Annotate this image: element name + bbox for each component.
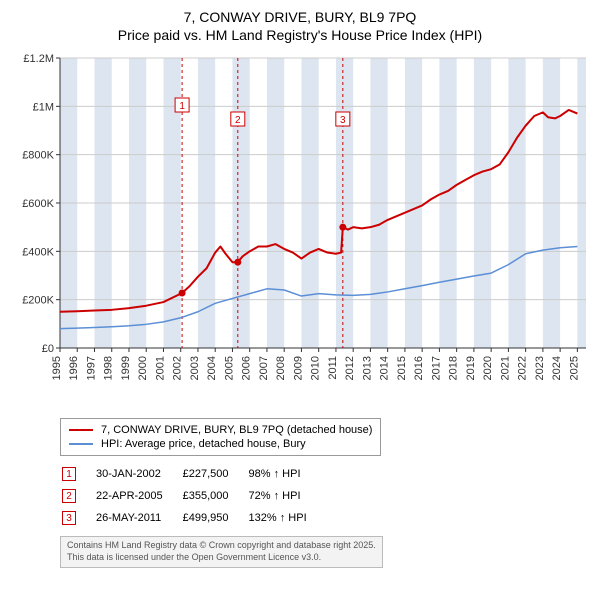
x-tick-label: 2008 — [275, 356, 287, 380]
x-tick-label: 2007 — [258, 356, 270, 380]
event-marker: 1 — [62, 467, 76, 481]
x-tick-label: 2018 — [448, 356, 460, 380]
x-tick-label: 2019 — [465, 356, 477, 380]
event-date: 30-JAN-2002 — [96, 464, 181, 484]
x-tick-label: 2010 — [310, 356, 322, 380]
y-tick-label: £1.2M — [23, 53, 54, 65]
arrow-up-icon: ↑ — [280, 512, 286, 524]
attribution-line-1: Contains HM Land Registry data © Crown c… — [67, 540, 376, 552]
event-price: £227,500 — [183, 464, 247, 484]
legend-swatch — [69, 443, 93, 445]
events-table: 1 30-JAN-2002£227,50098% ↑ HPI 2 22-APR-200… — [60, 462, 327, 530]
x-tick-label: 2024 — [551, 356, 563, 380]
x-tick-label: 2015 — [396, 356, 408, 380]
attribution: Contains HM Land Registry data © Crown c… — [60, 536, 383, 567]
x-tick-label: 1995 — [51, 356, 63, 380]
event-point — [234, 259, 241, 266]
x-tick-label: 2020 — [482, 356, 494, 380]
y-tick-label: £0 — [42, 343, 54, 355]
x-tick-label: 2003 — [189, 356, 201, 380]
x-tick-label: 2021 — [499, 356, 511, 380]
x-tick-label: 2002 — [172, 356, 184, 380]
x-tick-label: 2009 — [292, 356, 304, 380]
y-tick-label: £800K — [22, 150, 54, 162]
title-line-1: 7, CONWAY DRIVE, BURY, BL9 7PQ — [10, 8, 590, 26]
event-date: 26-MAY-2011 — [96, 508, 181, 528]
chart-container: 7, CONWAY DRIVE, BURY, BL9 7PQ Price pai… — [0, 0, 600, 574]
chart-svg: 1 2 3 £0 £200K £400K £600K £800K £1M £1.2M 1995 199… — [10, 48, 590, 408]
title-line-2: Price paid vs. HM Land Registry's House … — [10, 26, 590, 44]
legend-swatch — [69, 429, 93, 431]
event-price: £355,000 — [183, 486, 247, 506]
arrow-up-icon: ↑ — [274, 490, 280, 502]
chart-title: 7, CONWAY DRIVE, BURY, BL9 7PQ Price pai… — [10, 8, 590, 44]
event-marker: 3 — [62, 511, 76, 525]
event-pct: 72% ↑ HPI — [249, 486, 325, 506]
x-tick-label: 2025 — [568, 356, 580, 380]
event-point — [339, 224, 346, 231]
legend-row: 7, CONWAY DRIVE, BURY, BL9 7PQ (detached… — [69, 423, 372, 437]
y-tick-label: £400K — [22, 247, 54, 259]
event-row: 3 26-MAY-2011£499,950132% ↑ HPI — [62, 508, 325, 528]
legend: 7, CONWAY DRIVE, BURY, BL9 7PQ (detached… — [60, 418, 381, 456]
y-tick-label: £600K — [22, 198, 54, 210]
event-date: 22-APR-2005 — [96, 486, 181, 506]
event-marker-number: 1 — [179, 101, 185, 112]
x-tick-label: 2005 — [223, 356, 235, 380]
y-tick-label: £200K — [22, 295, 54, 307]
x-tick-label: 2004 — [206, 356, 218, 380]
legend-label: HPI: Average price, detached house, Bury — [101, 438, 306, 450]
x-tick-label: 2001 — [154, 356, 166, 380]
event-row: 1 30-JAN-2002£227,50098% ↑ HPI — [62, 464, 325, 484]
x-tick-label: 1996 — [68, 356, 80, 380]
x-tick-label: 1999 — [120, 356, 132, 380]
event-marker: 2 — [62, 489, 76, 503]
x-tick-label: 2017 — [430, 356, 442, 380]
x-tick-label: 2022 — [517, 356, 529, 380]
legend-row: HPI: Average price, detached house, Bury — [69, 437, 372, 451]
event-point — [179, 290, 186, 297]
legend-label: 7, CONWAY DRIVE, BURY, BL9 7PQ (detached… — [101, 424, 372, 436]
x-tick-label: 2014 — [379, 356, 391, 380]
x-tick-label: 2016 — [413, 356, 425, 380]
attribution-line-2: This data is licensed under the Open Gov… — [67, 552, 376, 564]
event-pct: 98% ↑ HPI — [249, 464, 325, 484]
event-price: £499,950 — [183, 508, 247, 528]
y-tick-label: £1M — [33, 102, 54, 114]
event-pct: 132% ↑ HPI — [249, 508, 325, 528]
x-tick-label: 2013 — [361, 356, 373, 380]
x-tick-label: 1997 — [85, 356, 97, 380]
chart-plot-area: 1 2 3 £0 £200K £400K £600K £800K £1M £1.2M 1995 199… — [10, 48, 590, 408]
arrow-up-icon: ↑ — [274, 468, 280, 480]
x-tick-label: 1998 — [103, 356, 115, 380]
x-tick-label: 2011 — [327, 356, 339, 380]
event-marker-number: 3 — [340, 115, 346, 126]
event-marker-number: 2 — [235, 115, 241, 126]
event-row: 2 22-APR-2005£355,00072% ↑ HPI — [62, 486, 325, 506]
x-tick-label: 2023 — [534, 356, 546, 380]
x-tick-label: 2012 — [344, 356, 356, 380]
x-tick-label: 2006 — [241, 356, 253, 380]
x-tick-label: 2000 — [137, 356, 149, 380]
